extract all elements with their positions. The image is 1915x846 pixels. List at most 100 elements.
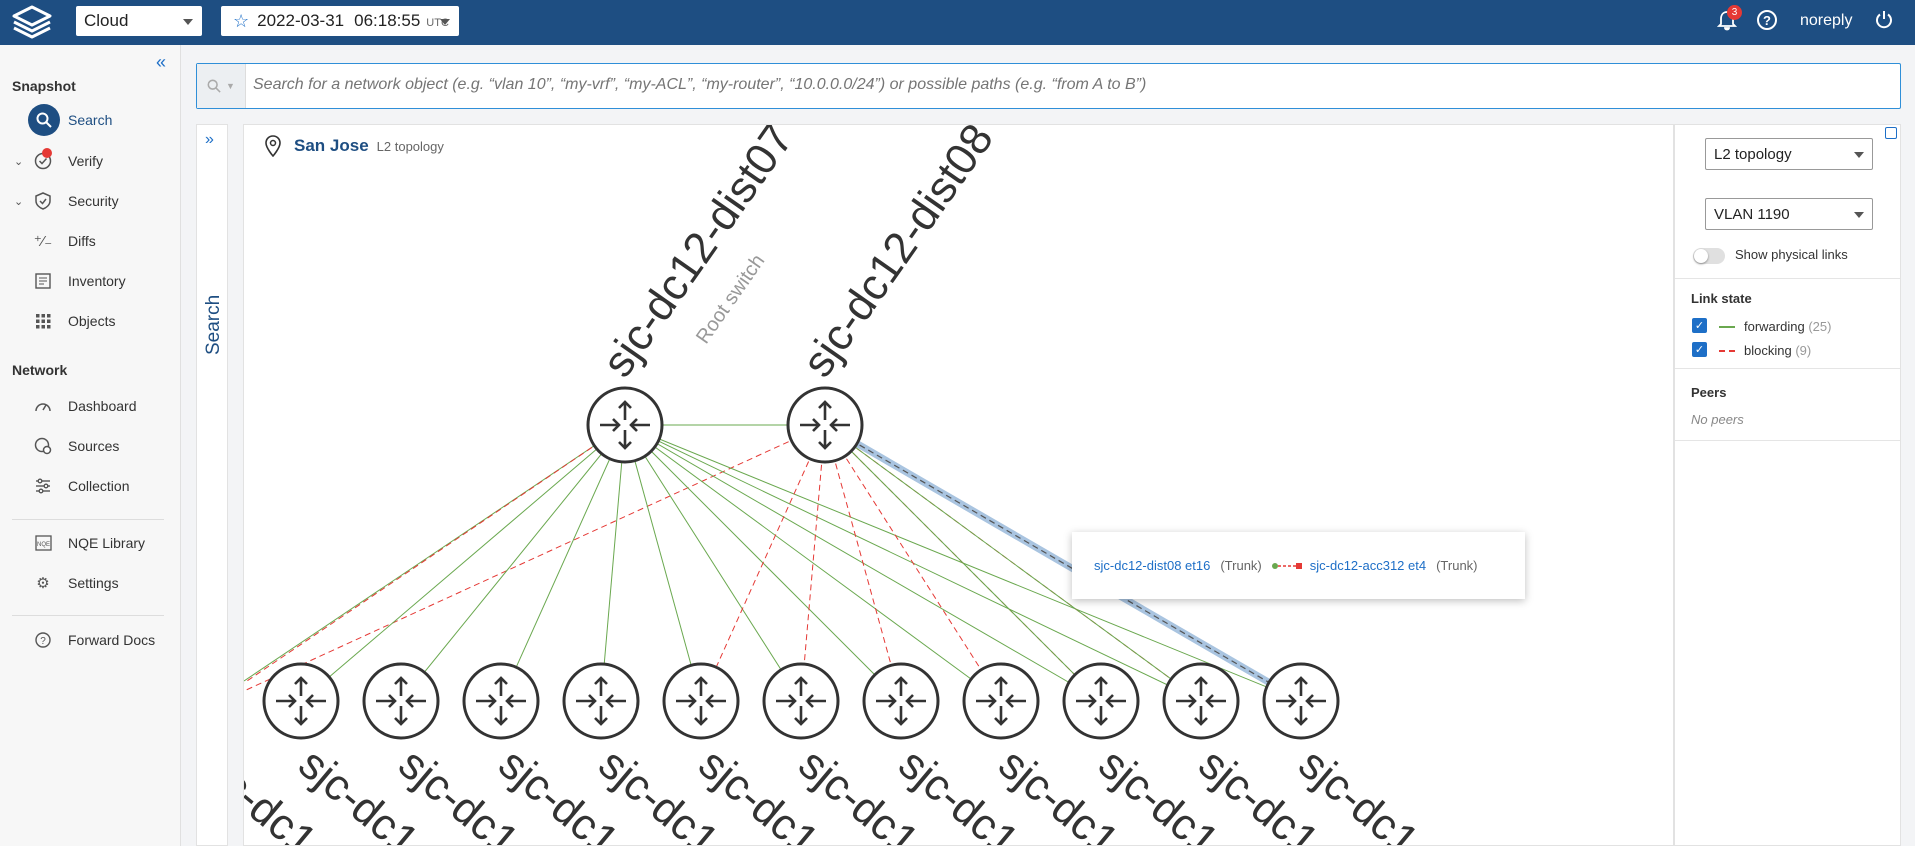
arrow-down-icon [794, 706, 808, 726]
tooltip-destination-interface[interactable]: sjc-dc12-acc312 et4 [1309, 558, 1427, 573]
arrow-right-icon [876, 694, 897, 708]
arrow-down-icon [394, 706, 408, 726]
tooltip-source-interface[interactable]: sjc-dc12-dist08 et16 [1094, 558, 1211, 573]
snapshot-time: 06:18:55 [354, 11, 421, 30]
blocking-link [824, 424, 1002, 702]
nqe-icon: NQE [33, 533, 53, 553]
arrow-up-icon [594, 676, 608, 696]
arrow-right-icon [976, 694, 997, 708]
search-side-panel: » Search [196, 124, 228, 846]
arrow-down-icon [818, 430, 832, 450]
link-tooltip: sjc-dc12-dist08 et16 (Trunk) sjc-dc12-ac… [1072, 532, 1525, 599]
switch-node-bottom-8 [962, 662, 1040, 740]
diff-icon: ⁺⁄₋ [33, 233, 53, 250]
switch-node-sjc-dc12-dist08 [786, 386, 864, 464]
arrow-up-icon [818, 400, 832, 420]
sidebar-item-label: Dashboard [68, 398, 137, 414]
arrow-right-icon [376, 694, 397, 708]
forwarding-link [500, 424, 626, 702]
blocking-checbox[interactable]: ✓ [1692, 342, 1707, 357]
sidebar-item-inventory[interactable]: Inventory [0, 263, 180, 299]
arrow-right-icon [476, 694, 497, 708]
forward-logo-icon[interactable] [10, 4, 54, 40]
arrow-down-icon [618, 430, 632, 450]
arrow-up-icon [694, 676, 708, 696]
power-icon[interactable] [1874, 10, 1894, 30]
star-icon[interactable]: ☆ [233, 10, 250, 31]
arrow-left-icon [629, 418, 650, 432]
sidebar: « Snapshot Search ⌄ Verify ⌄ Security ⁺⁄… [0, 45, 181, 846]
sidebar-item-diffs[interactable]: ⁺⁄₋ Diffs [0, 223, 180, 259]
arrow-right-icon [1176, 694, 1197, 708]
sidebar-item-nqe-library[interactable]: NQE NQE Library [0, 525, 180, 561]
user-menu[interactable]: noreply [1800, 12, 1853, 29]
sidebar-item-dashboard[interactable]: Dashboard [0, 388, 180, 424]
sidebar-item-security[interactable]: ⌄ Security [0, 183, 180, 219]
expand-panel-icon[interactable]: » [205, 131, 214, 148]
location-pin-icon [265, 135, 281, 157]
switch-node-sjc-dc12-dist07 [586, 386, 664, 464]
expand-panel-icon[interactable] [1885, 127, 1897, 139]
chevron-down-icon[interactable]: ⌄ [14, 195, 24, 208]
arrow-down-icon [494, 706, 508, 726]
alert-dot [42, 148, 52, 158]
sidebar-item-settings[interactable]: ⚙ Settings [0, 565, 180, 601]
view-select[interactable]: L2 topology [1705, 138, 1873, 170]
switch-node-bottom-6 [762, 662, 840, 740]
sidebar-item-search[interactable]: Search [0, 102, 180, 138]
arrow-right-icon [1276, 694, 1297, 708]
switch-node-bottom-9 [1062, 662, 1140, 740]
node-label: sjc-dc12-dist08 [793, 125, 1003, 386]
sidebar-item-forward-docs[interactable]: ? Forward Docs [0, 622, 180, 658]
blocking-link [700, 424, 826, 702]
arrow-up-icon [894, 676, 908, 696]
chevron-down-icon [440, 19, 450, 25]
environment-value: Cloud [84, 11, 129, 30]
collapse-sidebar-icon[interactable]: « [156, 52, 167, 72]
gauge-icon [33, 396, 53, 416]
switch-node-bottom-11 [1262, 662, 1340, 740]
switch-node-bottom-4 [562, 662, 640, 740]
sidebar-item-sources[interactable]: Sources [0, 428, 180, 464]
sidebar-item-objects[interactable]: Objects [0, 303, 180, 339]
chevron-down-icon[interactable]: ⌄ [14, 155, 24, 168]
arrow-up-icon [294, 676, 308, 696]
search-icon [28, 104, 60, 136]
arrow-up-icon [394, 676, 408, 696]
blocking-line-icon [1719, 350, 1735, 352]
no-peers-text: No peers [1691, 412, 1744, 427]
arrow-down-icon [694, 706, 708, 726]
arrow-left-icon [1305, 694, 1326, 708]
panel-divider [1675, 440, 1900, 441]
sidebar-item-verify[interactable]: ⌄ Verify [0, 143, 180, 179]
site-name[interactable]: San Jose [294, 136, 369, 155]
blocking-link [244, 424, 626, 684]
svg-text:?: ? [40, 636, 46, 647]
arrow-right-icon [600, 418, 621, 432]
arrow-down-icon [1194, 706, 1208, 726]
arrow-up-icon [618, 400, 632, 420]
view-select-value: L2 topology [1714, 145, 1792, 163]
switch-node-bottom-5 [662, 662, 740, 740]
search-input[interactable] [253, 76, 1873, 94]
forwarding-link [824, 424, 1202, 702]
sidebar-item-label: Forward Docs [68, 632, 156, 648]
physical-links-toggle[interactable] [1693, 248, 1725, 264]
vlan-select[interactable]: VLAN 1190 [1705, 198, 1873, 230]
arrow-down-icon [994, 706, 1008, 726]
switch-node-bottom-10 [1162, 662, 1240, 740]
help-icon[interactable]: ? [1757, 10, 1777, 30]
vlan-select-value: VLAN 1190 [1714, 205, 1790, 223]
gear-icon: ⚙ [36, 575, 50, 592]
blocking-link [824, 424, 902, 702]
forwarding-checkbox[interactable]: ✓ [1692, 318, 1707, 333]
environment-select[interactable]: Cloud [76, 6, 202, 36]
switch-node-bottom-7 [862, 662, 940, 740]
snapshot-select[interactable]: ☆ 2022-03-31 06:18:55 UTC [221, 6, 459, 36]
search-type-select[interactable]: ▼ [197, 64, 246, 108]
blocking-count: (9) [1795, 343, 1812, 358]
sidebar-item-collection[interactable]: Collection [0, 468, 180, 504]
sliders-icon [33, 476, 53, 496]
topology-view: sjc-dc12-dist07 Root switch sjc-dc12-dist0… [243, 124, 1674, 846]
search-panel-tab[interactable]: Search [203, 294, 224, 355]
